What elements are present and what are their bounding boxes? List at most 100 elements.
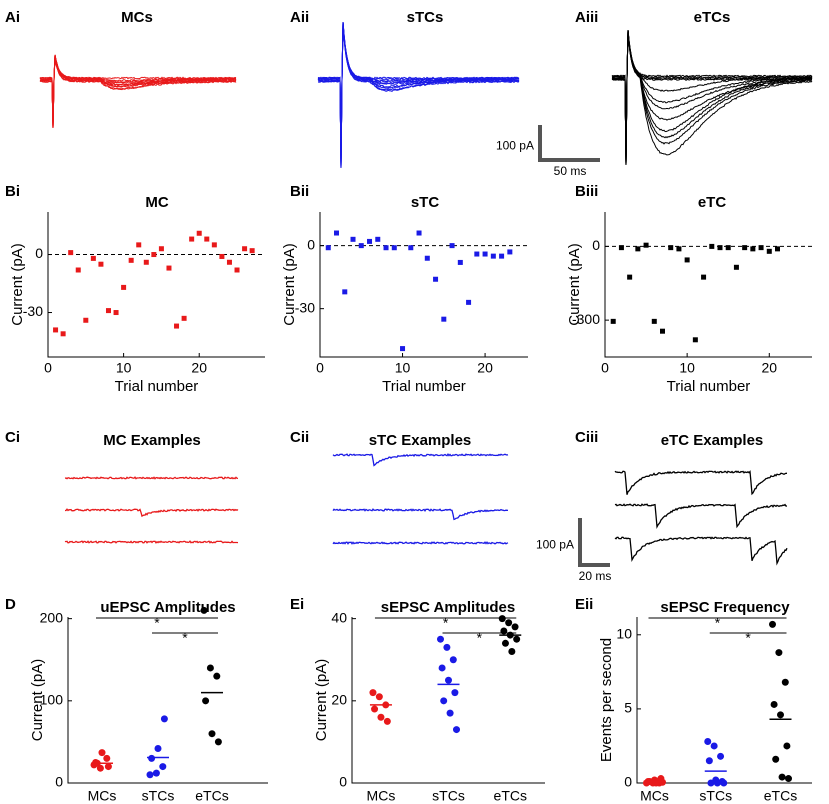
point xyxy=(783,742,791,750)
x-tick-label: 10 xyxy=(395,360,411,376)
significance-label: * xyxy=(182,630,188,646)
trace xyxy=(332,508,509,521)
significance-label: * xyxy=(443,615,449,631)
point xyxy=(196,230,202,236)
trace xyxy=(614,470,787,496)
x-tick-label: 0 xyxy=(316,360,324,376)
point xyxy=(391,245,397,251)
point xyxy=(202,697,210,705)
y-tick-label: 0 xyxy=(35,245,43,261)
point xyxy=(208,730,216,738)
point xyxy=(769,620,776,628)
trace xyxy=(611,29,813,166)
trace xyxy=(611,29,813,166)
point xyxy=(684,257,690,263)
point xyxy=(635,246,641,252)
trace xyxy=(317,21,520,169)
trace xyxy=(611,29,813,166)
trace xyxy=(39,54,237,129)
scale-bar xyxy=(538,125,600,162)
trace xyxy=(611,29,813,166)
point xyxy=(651,318,657,324)
point xyxy=(652,779,660,787)
panel-title: sTC xyxy=(411,194,440,211)
point xyxy=(474,251,480,257)
point xyxy=(766,248,772,254)
panel-label: Bi xyxy=(5,183,20,200)
trace xyxy=(611,29,813,166)
point xyxy=(113,310,119,316)
point xyxy=(219,253,225,259)
point xyxy=(204,236,210,242)
point xyxy=(725,245,731,251)
trace xyxy=(39,54,237,129)
axes xyxy=(604,212,812,358)
y-tick-label: 0 xyxy=(55,774,63,790)
point xyxy=(424,255,430,261)
trace xyxy=(317,21,520,169)
point xyxy=(717,752,725,760)
trace xyxy=(39,54,237,129)
trace xyxy=(614,536,788,566)
y-axis-label: Current (pA) xyxy=(566,243,583,326)
point xyxy=(733,264,739,270)
trace xyxy=(317,21,520,169)
trace xyxy=(39,54,237,129)
point xyxy=(146,771,154,779)
x-tick-label: MCs xyxy=(88,788,117,804)
point xyxy=(358,243,364,249)
point xyxy=(98,749,106,757)
x-tick-label: 20 xyxy=(191,360,207,376)
point xyxy=(325,245,331,251)
point xyxy=(350,236,356,242)
point xyxy=(457,259,463,265)
point xyxy=(758,245,764,251)
trace xyxy=(65,508,239,518)
point xyxy=(508,648,516,656)
point xyxy=(334,230,340,236)
panel-label: D xyxy=(5,596,16,613)
y-tick-label: 100 xyxy=(40,692,64,708)
panel-title: MC xyxy=(145,194,168,211)
point xyxy=(438,664,446,672)
scale-bar-x-label: 50 ms xyxy=(554,164,587,178)
scale-bar-x-label: 20 ms xyxy=(579,569,612,583)
point xyxy=(720,779,728,787)
point xyxy=(83,317,89,323)
point xyxy=(742,245,748,251)
x-tick-label: 10 xyxy=(116,360,132,376)
x-tick-label: 0 xyxy=(601,360,609,376)
point xyxy=(505,619,513,627)
trace xyxy=(611,29,813,166)
point xyxy=(375,693,383,701)
x-tick-label: eTCs xyxy=(764,788,797,804)
y-tick-label: 5 xyxy=(624,700,632,716)
x-tick-label: eTCs xyxy=(195,788,228,804)
trace xyxy=(611,29,813,166)
point xyxy=(121,284,127,290)
point xyxy=(627,274,633,280)
point xyxy=(498,615,506,623)
y-tick-label: -30 xyxy=(295,299,315,315)
trace xyxy=(317,21,520,169)
panel-label: Aii xyxy=(290,9,309,26)
x-axis-label: Trial number xyxy=(667,378,751,395)
point xyxy=(211,242,217,248)
panel-title: eTC Examples xyxy=(661,432,764,449)
point xyxy=(660,328,665,334)
point xyxy=(781,678,789,686)
scale-bar xyxy=(578,518,610,567)
point xyxy=(174,323,180,329)
significance-label: * xyxy=(154,615,160,631)
point xyxy=(499,253,505,259)
trace xyxy=(611,29,813,166)
y-tick-label: -300 xyxy=(572,311,600,327)
point xyxy=(105,308,111,314)
point xyxy=(181,315,187,321)
panel-label: Eii xyxy=(575,596,593,613)
panel-label: Ci xyxy=(5,429,20,446)
trace xyxy=(64,476,239,480)
point xyxy=(68,250,74,256)
point xyxy=(383,717,391,725)
